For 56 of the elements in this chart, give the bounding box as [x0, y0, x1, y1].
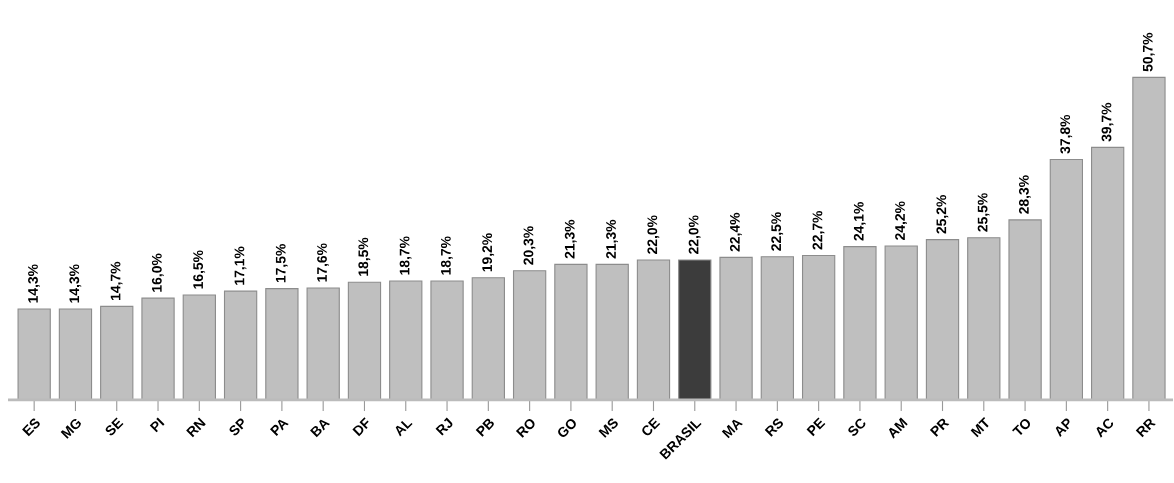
data-label: 24,1% [853, 202, 866, 241]
x-tick-label: PB [475, 417, 495, 437]
x-tick-label: TO [1011, 417, 1032, 438]
data-label: 19,2% [482, 233, 495, 272]
data-label: 16,5% [193, 250, 206, 289]
x-tick-label: SP [228, 417, 248, 437]
data-label: 25,5% [977, 193, 990, 232]
data-label: 22,0% [647, 215, 660, 254]
data-label: 22,5% [771, 212, 784, 251]
x-tick-label: SE [104, 417, 124, 437]
x-tick-label: RR [1135, 417, 1156, 438]
data-label: 17,6% [317, 243, 329, 282]
x-tick-label: CE [640, 417, 661, 438]
bar [678, 259, 712, 400]
data-label: 18,7% [440, 236, 453, 275]
x-tick-label: MS [598, 417, 620, 438]
data-label: 18,5% [358, 237, 371, 276]
data-label: 21,3% [606, 219, 618, 259]
x-tick-label: AC [1093, 417, 1115, 438]
x-tick-label: ES [21, 417, 41, 437]
data-label: 50,7% [1142, 32, 1155, 72]
data-label: 14,3% [69, 264, 82, 303]
x-tick-label: SC [846, 417, 867, 438]
data-label: 28,3% [1018, 175, 1031, 214]
x-tick-label: AP [1053, 417, 1074, 438]
data-label: 22,0% [688, 215, 701, 254]
data-label: 37,8% [1060, 114, 1073, 154]
data-label: 16,0% [151, 253, 164, 292]
data-label: 22,4% [729, 212, 742, 252]
x-tick-label: PE [806, 417, 826, 437]
data-label: 14,3% [28, 264, 40, 303]
data-label: 39,7% [1101, 102, 1114, 142]
data-label: 24,2% [895, 201, 907, 240]
x-tick-label: PR [929, 417, 950, 437]
x-tick-label: RO [515, 417, 537, 438]
x-tick-label: RJ [435, 417, 454, 436]
x-tick-label: GO [556, 417, 578, 439]
x-tick-label: RS [764, 417, 785, 437]
data-label: 21,3% [564, 219, 577, 259]
x-tick-label: PI [149, 417, 165, 433]
x-tick-label: MG [60, 417, 83, 439]
data-label: 18,7% [399, 236, 412, 275]
x-tick-label: RN [186, 417, 206, 438]
x-tick-label: MA [721, 417, 743, 439]
x-tick-label: AM [886, 417, 908, 439]
x-tick-label: AL [393, 417, 413, 437]
data-label: 17,5% [275, 244, 288, 283]
x-tick-label: MT [970, 417, 991, 438]
data-label: 22,7% [812, 210, 825, 250]
x-tick-label: DF [352, 417, 372, 437]
data-label: 20,3% [523, 226, 536, 265]
x-tick-label: BA [310, 417, 331, 438]
x-tick-label: PA [269, 417, 289, 436]
data-label: 17,1% [234, 246, 247, 285]
data-label: 25,2% [936, 195, 949, 234]
data-label: 14,7% [110, 261, 123, 300]
